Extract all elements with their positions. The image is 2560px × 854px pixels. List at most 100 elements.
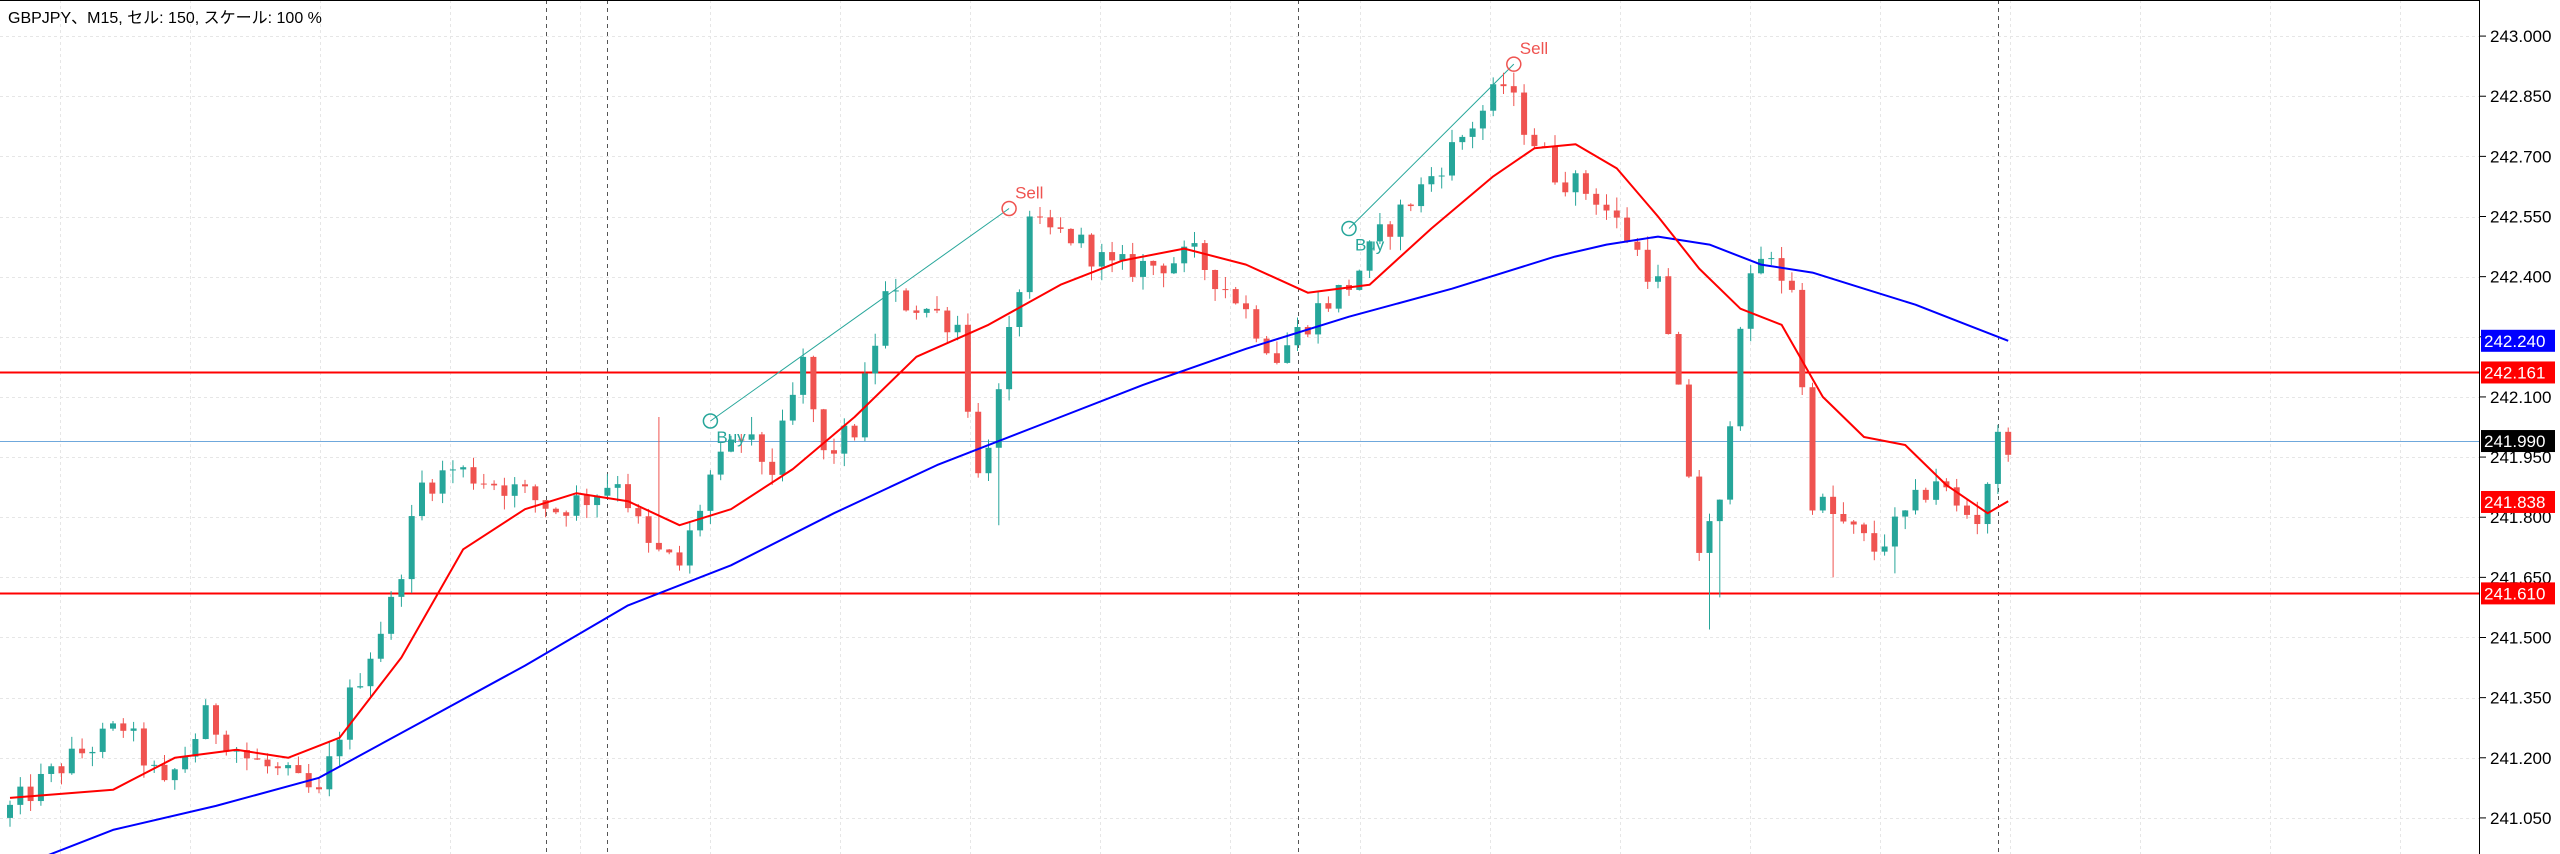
sell-signal-label: Sell — [1015, 183, 1043, 202]
candle-body — [625, 484, 631, 509]
candle-body — [346, 687, 353, 740]
candle-body — [1098, 252, 1105, 267]
candle-body — [2005, 431, 2012, 455]
candle-body — [1634, 241, 1641, 250]
candle-body — [1850, 521, 1857, 525]
candle-body — [1325, 303, 1332, 309]
candle-body — [1747, 273, 1754, 329]
candle-body — [1026, 216, 1033, 293]
candle-body — [820, 409, 827, 451]
candle-body — [522, 484, 528, 487]
candle-body — [676, 552, 683, 566]
candle-body — [532, 486, 539, 501]
candle-body — [1500, 84, 1507, 87]
candle-body — [1067, 228, 1074, 244]
candle-body — [1294, 327, 1301, 346]
candle-body — [635, 508, 642, 517]
candle-body — [285, 765, 292, 769]
candle-body — [1758, 258, 1764, 274]
candle-body — [975, 411, 982, 474]
candle-body — [851, 425, 858, 438]
candle-body — [1366, 241, 1373, 271]
price-badges: 242.240 242.161 241.990 241.838 241.610 — [2481, 329, 2555, 605]
candle-body — [99, 728, 106, 752]
candle-body — [1150, 260, 1157, 266]
candle-body — [707, 474, 714, 511]
candle-body — [1222, 289, 1229, 291]
price-badge — [2481, 430, 2555, 453]
candle-body — [1479, 110, 1486, 129]
candle-body — [1613, 210, 1620, 218]
candle-body — [758, 434, 765, 462]
candle-body — [1243, 303, 1249, 310]
candle-body — [697, 510, 704, 531]
candle-body — [1304, 327, 1311, 335]
trendline[interactable] — [1348, 63, 1515, 229]
candle-body — [1284, 345, 1291, 363]
candle-body — [1644, 249, 1651, 282]
candle-body — [841, 425, 848, 454]
candle-body — [800, 356, 807, 395]
candle-body — [810, 356, 817, 410]
candle-body — [1376, 224, 1383, 242]
candle-body — [594, 495, 601, 506]
candle-body — [213, 705, 219, 735]
candle-body — [1778, 258, 1785, 281]
candle-body — [1675, 334, 1682, 385]
candle-body — [1191, 243, 1198, 247]
candle-body — [1315, 303, 1322, 335]
price-badge-label: 242.240 — [2484, 332, 2545, 351]
candle-body — [1840, 513, 1847, 522]
candle-body — [202, 705, 209, 740]
candle-body — [151, 764, 158, 766]
candle-body — [861, 373, 868, 438]
candle-body — [429, 482, 436, 494]
buy-signal-label: Buy — [716, 428, 746, 447]
candle-body — [120, 723, 127, 731]
candle-body — [1181, 246, 1188, 264]
candle-body — [1356, 270, 1363, 290]
candle-body — [1861, 524, 1867, 534]
candle-body — [614, 484, 621, 488]
candle-body — [470, 467, 477, 484]
candle-body — [192, 739, 199, 757]
candle-body — [1685, 384, 1692, 477]
y-tick-label: 242.100 — [2490, 388, 2551, 407]
candle-body — [48, 766, 55, 774]
candle-body — [1397, 204, 1404, 237]
candle-body — [831, 450, 837, 454]
candle-body — [295, 765, 302, 774]
candle-body — [748, 434, 755, 440]
candle-body — [1727, 426, 1734, 500]
candle-body — [480, 483, 487, 485]
candle-body — [1706, 521, 1713, 553]
candles — [7, 72, 2012, 827]
candle-body — [789, 394, 796, 421]
candle-body — [769, 461, 776, 475]
candle-body — [1449, 142, 1455, 176]
candle-body — [542, 500, 549, 509]
ma-slow-line — [48, 235, 2009, 854]
candle-body — [1819, 496, 1826, 511]
candle-body — [233, 750, 240, 752]
candle-body — [645, 516, 652, 543]
candle-body — [913, 310, 920, 313]
candle-body — [68, 748, 75, 774]
candle-body — [449, 469, 456, 471]
candle-body — [223, 734, 230, 752]
candle-body — [1974, 514, 1981, 525]
candle-body — [1994, 431, 2001, 484]
trendline[interactable] — [710, 208, 1010, 422]
candle-body — [1933, 481, 1940, 500]
ma-fast-line — [9, 143, 2009, 799]
candle-body — [985, 447, 992, 474]
candle-body — [27, 786, 34, 802]
candle-body — [872, 345, 879, 374]
horizontal-levels[interactable] — [0, 371, 2480, 595]
candle-body — [954, 324, 961, 333]
candle-body — [1418, 184, 1425, 207]
candle-body — [903, 290, 910, 311]
trendlines[interactable] — [710, 63, 1515, 422]
